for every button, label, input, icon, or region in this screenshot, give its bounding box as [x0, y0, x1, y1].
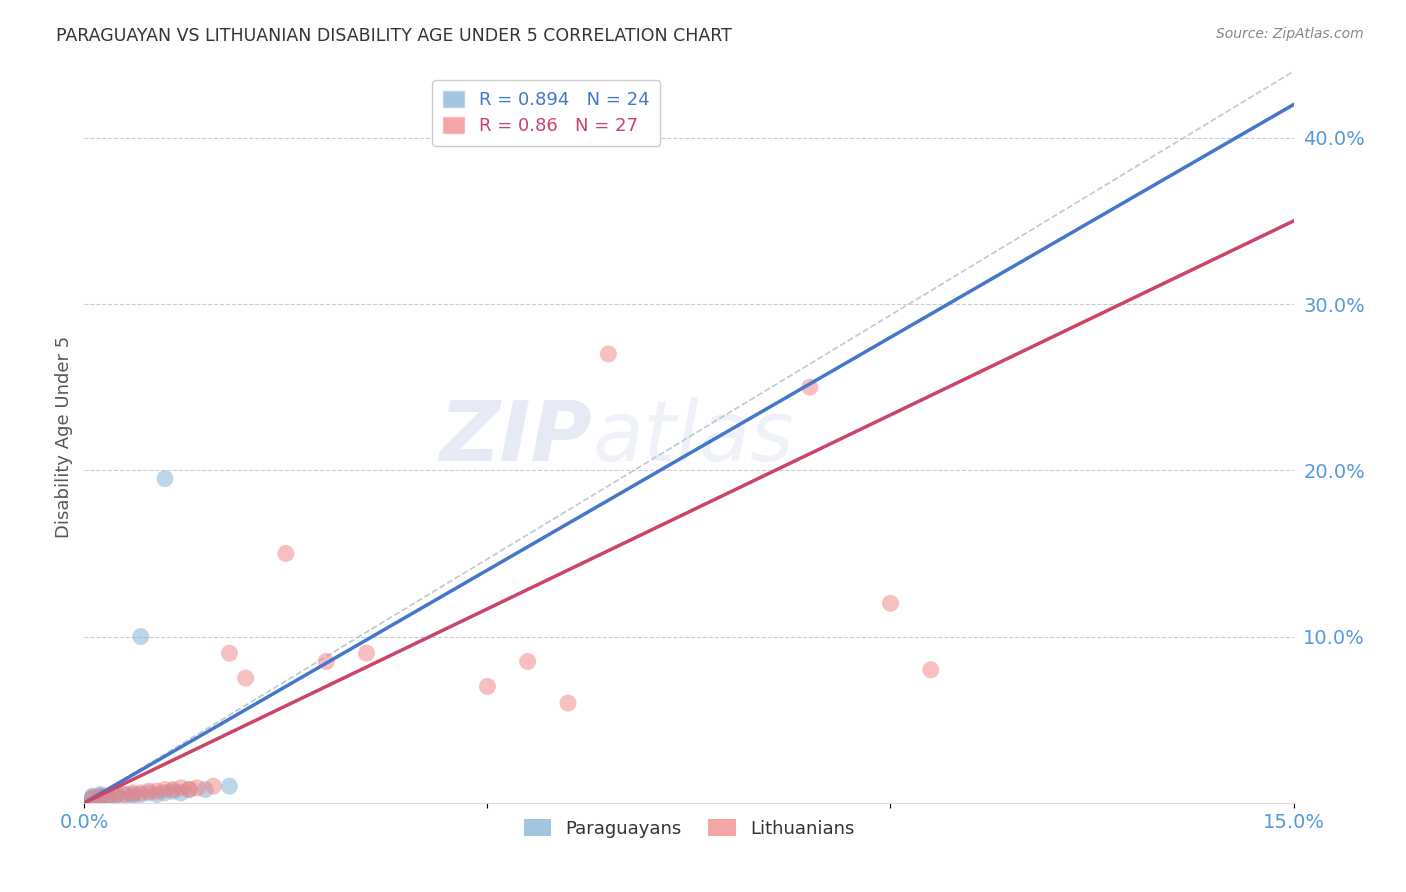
Point — [114, 788, 136, 802]
Text: PARAGUAYAN VS LITHUANIAN DISABILITY AGE UNDER 5 CORRELATION CHART: PARAGUAYAN VS LITHUANIAN DISABILITY AGE … — [56, 27, 733, 45]
Point — [186, 780, 208, 795]
Point — [162, 782, 184, 797]
Point — [799, 380, 821, 394]
Legend: Paraguayans, Lithuanians: Paraguayans, Lithuanians — [516, 813, 862, 845]
Point — [356, 646, 378, 660]
Point — [153, 472, 176, 486]
Point — [82, 792, 104, 806]
Point — [105, 789, 128, 804]
Point — [146, 784, 169, 798]
Point — [89, 789, 111, 804]
Point — [138, 784, 160, 798]
Point — [97, 789, 120, 804]
Point — [105, 788, 128, 802]
Point — [82, 789, 104, 804]
Point — [121, 789, 143, 804]
Point — [879, 596, 901, 610]
Text: ZIP: ZIP — [440, 397, 592, 477]
Point — [105, 788, 128, 802]
Point — [920, 663, 942, 677]
Point — [97, 790, 120, 805]
Point — [218, 646, 240, 660]
Point — [235, 671, 257, 685]
Point — [138, 786, 160, 800]
Point — [97, 789, 120, 804]
Point — [129, 788, 152, 802]
Point — [179, 782, 201, 797]
Point — [274, 546, 297, 560]
Point — [82, 790, 104, 805]
Point — [218, 779, 240, 793]
Y-axis label: Disability Age Under 5: Disability Age Under 5 — [55, 336, 73, 538]
Point — [598, 347, 620, 361]
Text: Source: ZipAtlas.com: Source: ZipAtlas.com — [1216, 27, 1364, 41]
Point — [114, 788, 136, 802]
Point — [89, 790, 111, 805]
Point — [89, 789, 111, 804]
Text: atlas: atlas — [592, 397, 794, 477]
Point — [153, 786, 176, 800]
Point — [129, 786, 152, 800]
Point — [146, 788, 169, 802]
Point — [194, 782, 217, 797]
Point — [557, 696, 579, 710]
Point — [121, 788, 143, 802]
Point — [179, 782, 201, 797]
Point — [170, 786, 193, 800]
Point — [129, 630, 152, 644]
Point — [89, 788, 111, 802]
Point — [516, 655, 538, 669]
Point — [153, 782, 176, 797]
Point — [121, 786, 143, 800]
Point — [202, 779, 225, 793]
Point — [82, 790, 104, 805]
Point — [162, 784, 184, 798]
Point — [170, 780, 193, 795]
Point — [315, 655, 337, 669]
Point — [477, 680, 499, 694]
